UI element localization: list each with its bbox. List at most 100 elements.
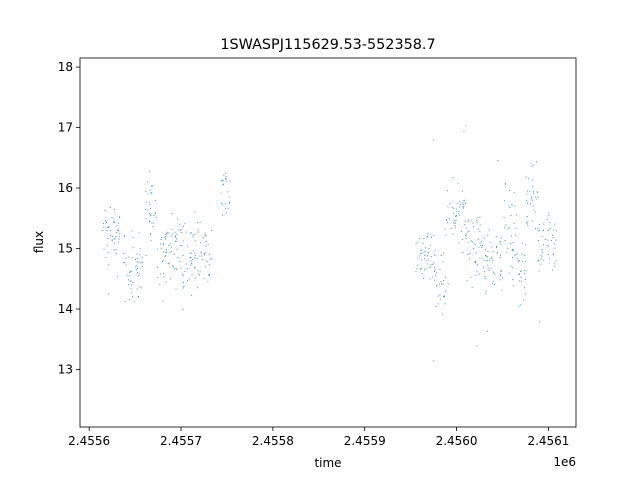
- data-point: [138, 261, 140, 263]
- y-tick-label: 14: [58, 302, 73, 316]
- data-point: [223, 184, 224, 186]
- data-point: [525, 261, 527, 262]
- data-point: [496, 253, 498, 254]
- data-point: [432, 360, 434, 362]
- data-point: [197, 229, 199, 231]
- data-point: [504, 227, 506, 229]
- data-point: [480, 245, 482, 246]
- data-point: [447, 190, 448, 192]
- data-point: [495, 236, 497, 237]
- data-point: [111, 217, 113, 219]
- data-point: [125, 264, 127, 266]
- data-point: [514, 254, 516, 256]
- data-point: [416, 268, 418, 270]
- data-point: [467, 221, 469, 223]
- data-point: [492, 251, 494, 252]
- data-point: [455, 215, 457, 216]
- data-point: [417, 241, 419, 243]
- data-point: [190, 232, 192, 234]
- data-point: [434, 249, 436, 251]
- data-point: [497, 160, 499, 162]
- data-point: [453, 222, 455, 224]
- data-point: [141, 287, 143, 289]
- data-point: [507, 247, 509, 249]
- data-point: [150, 192, 152, 194]
- data-point: [509, 190, 510, 191]
- data-point: [511, 235, 513, 237]
- data-point: [130, 288, 132, 290]
- data-point: [194, 252, 196, 254]
- data-point: [164, 255, 166, 256]
- data-point: [428, 248, 430, 249]
- data-point: [427, 233, 429, 235]
- data-point: [526, 222, 528, 224]
- data-point: [185, 231, 187, 233]
- data-point: [476, 220, 478, 221]
- data-point: [423, 238, 425, 239]
- data-point: [182, 240, 184, 242]
- data-point: [205, 241, 207, 242]
- data-point: [463, 206, 465, 208]
- data-point: [452, 212, 454, 214]
- data-point: [533, 164, 535, 166]
- data-point: [485, 293, 487, 295]
- data-point: [431, 276, 433, 278]
- data-point: [487, 267, 489, 269]
- data-point: [205, 245, 207, 247]
- data-point: [527, 202, 528, 204]
- data-point: [442, 261, 444, 263]
- data-point: [135, 264, 137, 266]
- data-point: [537, 227, 539, 229]
- data-point: [486, 255, 488, 257]
- data-point: [512, 256, 513, 258]
- data-point: [421, 249, 422, 251]
- data-point: [175, 268, 177, 269]
- data-point: [170, 246, 172, 248]
- data-point: [434, 271, 435, 272]
- data-point: [464, 220, 466, 222]
- data-point: [515, 228, 517, 229]
- data-point: [197, 231, 199, 233]
- data-point: [199, 255, 201, 257]
- data-point: [529, 203, 531, 205]
- y-tick-label: 17: [58, 121, 73, 135]
- data-point: [427, 235, 428, 237]
- data-point: [421, 253, 423, 255]
- data-point: [442, 313, 443, 315]
- data-point: [204, 234, 206, 236]
- data-point: [203, 254, 205, 256]
- data-point: [151, 185, 152, 187]
- data-point: [149, 220, 150, 222]
- data-point: [166, 233, 168, 235]
- data-point: [225, 179, 227, 180]
- data-point: [434, 255, 436, 256]
- data-point: [520, 271, 522, 272]
- data-point: [156, 248, 158, 250]
- data-point: [191, 274, 193, 276]
- data-point: [501, 289, 503, 291]
- data-point: [149, 201, 150, 203]
- data-point: [536, 161, 537, 163]
- data-point: [169, 243, 171, 245]
- data-point: [462, 238, 464, 240]
- data-point: [440, 255, 442, 256]
- data-point: [476, 345, 478, 347]
- data-point: [510, 215, 512, 216]
- data-point: [204, 251, 206, 253]
- data-point: [427, 255, 428, 257]
- data-point: [184, 223, 186, 225]
- data-point: [502, 277, 503, 279]
- data-point: [538, 259, 539, 261]
- data-point: [491, 246, 493, 248]
- data-point: [550, 228, 551, 230]
- data-point: [223, 174, 225, 176]
- data-point: [225, 207, 226, 209]
- data-point: [175, 235, 176, 237]
- data-point: [205, 235, 207, 237]
- data-point: [497, 251, 499, 253]
- data-point: [116, 232, 118, 233]
- data-point: [455, 216, 457, 218]
- data-point: [228, 202, 230, 204]
- data-point: [540, 254, 542, 256]
- data-point: [150, 234, 152, 235]
